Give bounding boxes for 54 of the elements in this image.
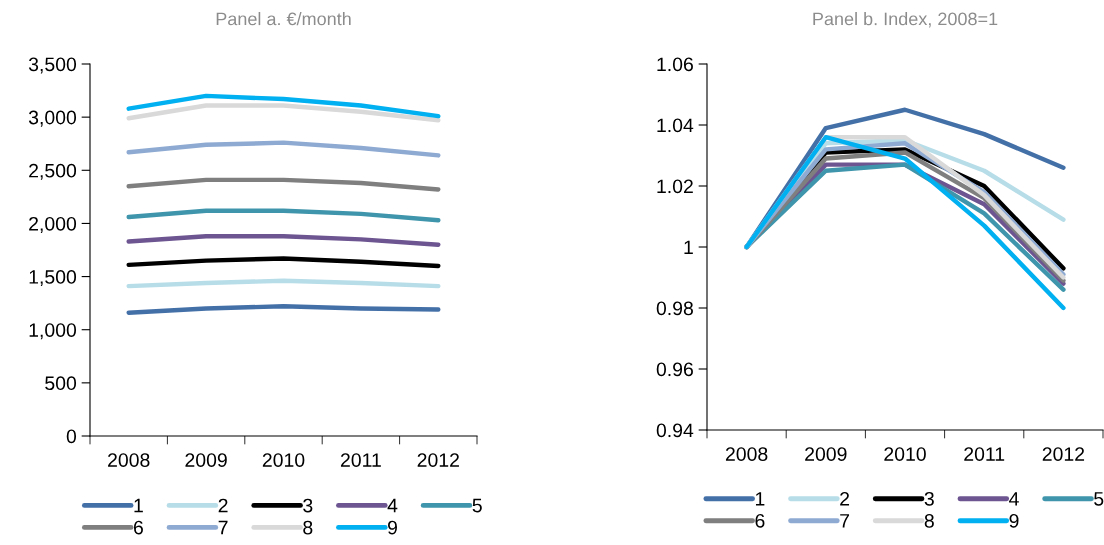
y-tick-label: 0.96 xyxy=(656,362,693,377)
legend-label: 3 xyxy=(303,498,313,513)
legend-label: 2 xyxy=(840,491,850,506)
legend-label: 9 xyxy=(1009,513,1019,528)
x-tick-label: 2011 xyxy=(964,447,1005,461)
line-series xyxy=(126,177,441,192)
y-tick-label: 0.98 xyxy=(656,301,693,316)
x-tick-label: 2010 xyxy=(884,447,926,461)
legend-label: 7 xyxy=(218,520,228,535)
line-series xyxy=(126,140,441,158)
y-tick-label: 0 xyxy=(66,429,77,444)
line-series xyxy=(126,93,441,119)
y-tick-label: 2,500 xyxy=(29,163,77,180)
y-tick-label: 1 xyxy=(684,240,693,255)
legend-label: 5 xyxy=(472,498,482,513)
y-tick-label: 500 xyxy=(45,376,77,391)
line-series xyxy=(126,103,441,123)
legend-label: 9 xyxy=(388,520,397,535)
line-series xyxy=(126,208,441,223)
y-tick-label: 1.04 xyxy=(657,118,694,133)
legend-label: 4 xyxy=(387,498,398,513)
legend-label: 6 xyxy=(133,520,143,535)
legend-label: 4 xyxy=(1009,492,1019,506)
x-tick-label: 2008 xyxy=(725,447,768,461)
y-tick-label: 3,500 xyxy=(28,57,77,74)
y-tick-label: 0.94 xyxy=(656,423,694,438)
legend-label: 8 xyxy=(924,513,934,528)
y-tick-label: 2,000 xyxy=(29,216,77,233)
x-tick-label: 2009 xyxy=(805,447,847,461)
x-tick-label: 2011 xyxy=(340,453,381,467)
line-series xyxy=(126,233,441,247)
x-tick-label: 2012 xyxy=(1042,447,1085,461)
legend-label: 5 xyxy=(1094,492,1104,506)
y-tick-label: 1,000 xyxy=(29,323,77,340)
y-tick-label: 1.06 xyxy=(657,57,693,72)
y-tick-label: 1,500 xyxy=(29,270,77,287)
legend-label: 7 xyxy=(840,514,850,528)
x-tick-label: 2010 xyxy=(262,453,305,467)
legend-label: 8 xyxy=(303,520,313,535)
legend-label: 1 xyxy=(134,498,143,513)
x-tick-label: 2012 xyxy=(417,453,459,467)
line-series xyxy=(744,134,1066,311)
line-series xyxy=(126,304,441,315)
legend-label: 2 xyxy=(218,498,228,513)
y-tick-label: 3,000 xyxy=(28,110,77,127)
legend-label: 1 xyxy=(755,492,765,506)
chart-subtitle: Panel b. Index, 2008=1 xyxy=(813,12,998,28)
x-tick-label: 2009 xyxy=(185,453,227,467)
legend-label: 3 xyxy=(924,491,934,506)
line-series xyxy=(126,256,441,269)
x-tick-label: 2008 xyxy=(108,453,150,467)
y-tick-label: 1.02 xyxy=(657,179,693,194)
chart-subtitle: Panel a. €/month xyxy=(216,12,351,26)
legend-label: 6 xyxy=(755,513,765,528)
